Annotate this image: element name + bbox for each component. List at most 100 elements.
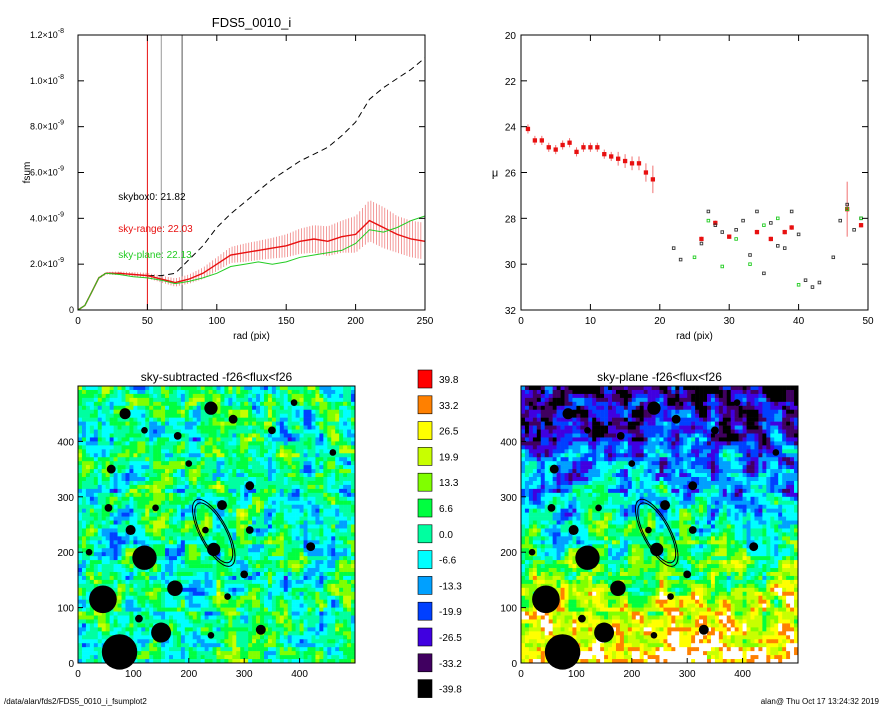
pixel [295,603,300,608]
pixel [176,607,182,612]
pixel [176,540,182,545]
pixel [149,488,154,494]
pixel [105,477,110,482]
pixel [85,492,91,498]
pixel [295,421,300,426]
pixel [208,504,213,509]
pixel [105,496,110,502]
pixel [311,615,316,620]
pixel [335,445,340,450]
pixel [256,397,261,403]
pixel [196,635,201,640]
pixel [275,556,281,561]
pixel [133,564,138,569]
pixel [78,480,83,486]
pixel [275,425,281,430]
pixel [141,465,146,470]
pixel [176,393,182,399]
pixel [180,560,186,565]
pixel [339,571,344,577]
pixel [327,575,332,581]
pixel [283,488,289,494]
pixel [271,595,277,600]
pixel [224,615,229,620]
pixel [267,520,273,525]
fsum-chart: 0 50 100 150 200 25002.0×10-94.0×10-96.0×10-9… [22,15,434,342]
pixel [267,651,273,656]
pixel [232,397,237,403]
pixel [172,386,178,391]
pixel [216,647,221,652]
pixel [331,564,336,569]
pixel [161,465,166,470]
pixel [196,587,201,593]
pixel [192,595,198,600]
pixel [133,603,138,608]
pixel [133,639,138,644]
pixel [81,457,87,462]
pixel [267,465,273,470]
pixel [78,405,83,411]
pixel [196,516,201,521]
pixel [113,421,118,426]
pixel [319,599,324,604]
pixel [267,631,273,636]
pixel [145,389,150,395]
pixel [228,571,233,577]
pixel [260,611,265,616]
pixel [224,409,229,414]
pixel [129,548,134,553]
pixel [220,635,225,640]
pixel [323,508,328,513]
pixel [260,619,265,624]
pixel [311,639,316,644]
pixel [121,564,126,569]
pixel [192,397,198,403]
pixel [172,469,178,474]
pixel [291,453,296,458]
pixel [311,528,316,533]
pixel [291,417,296,422]
pixel [323,512,328,517]
pixel [85,655,91,660]
pixel [263,556,269,561]
pixel [271,643,277,648]
pixel [295,488,300,494]
pixel [311,445,316,450]
pixel [271,401,277,407]
pixel [331,512,336,517]
pixel [121,389,126,395]
pixel [93,465,99,470]
pixel [78,409,83,414]
pixel [81,397,87,403]
pixel [271,528,277,533]
pixel [161,564,166,569]
pixel [81,389,87,395]
pixel [85,393,91,399]
pixel [271,421,277,426]
pixel [220,484,225,490]
pixel [236,651,241,656]
pixel [93,386,99,391]
pixel [109,449,114,454]
pixel [145,536,150,541]
pixel [180,619,186,624]
pixel [81,488,87,494]
pixel [113,516,118,521]
pixel [180,512,186,517]
pixel [228,643,233,648]
pixel [153,500,158,506]
pixel [81,437,87,442]
pixel [339,583,344,589]
pixel [216,564,221,569]
pixel [216,477,221,482]
pixel [93,544,99,549]
pixel [228,480,233,486]
pixel [271,409,277,414]
pixel [141,433,146,438]
pixel [165,544,170,549]
pixel [323,575,328,581]
pixel [327,473,332,478]
data-point [595,145,600,150]
pixel [256,532,261,537]
